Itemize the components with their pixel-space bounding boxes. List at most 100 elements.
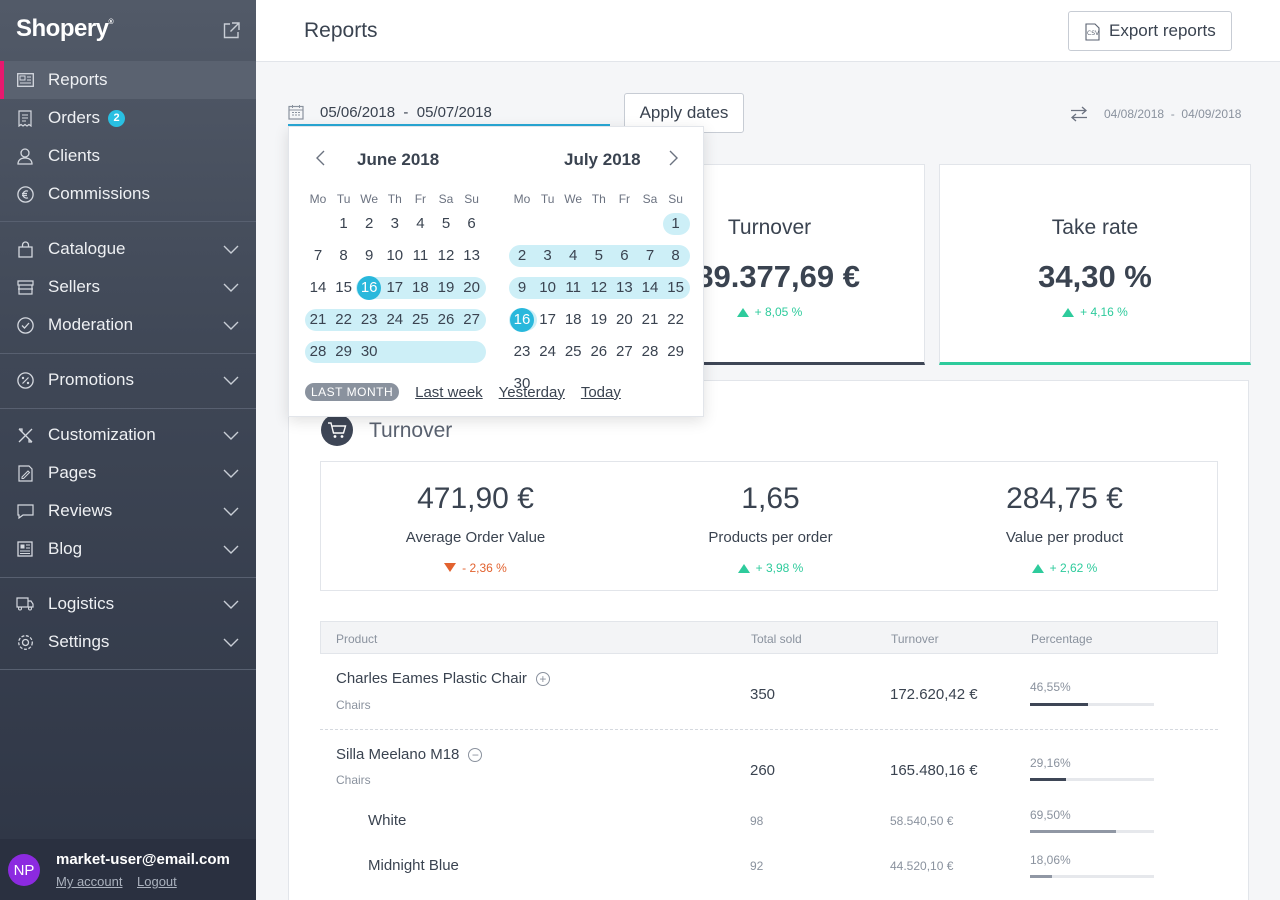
chevron-down-icon[interactable] xyxy=(222,371,240,389)
calendar-day[interactable]: 1 xyxy=(671,215,680,232)
collapse-icon[interactable]: − xyxy=(468,747,483,762)
calendar-day[interactable]: 14 xyxy=(641,279,659,296)
calendar-day[interactable]: 24 xyxy=(386,311,404,328)
calendar-day[interactable]: 27 xyxy=(463,311,480,328)
chevron-down-icon[interactable] xyxy=(222,595,240,613)
chevron-down-icon[interactable] xyxy=(222,316,240,334)
chevron-down-icon[interactable] xyxy=(222,502,240,520)
calendar-day[interactable]: 25 xyxy=(564,343,582,360)
sidebar-item-moderation[interactable]: Moderation xyxy=(0,306,256,344)
sidebar-item-customization[interactable]: Customization xyxy=(0,416,256,454)
calendar-day[interactable]: 7 xyxy=(645,247,655,264)
sidebar-item-blog[interactable]: Blog xyxy=(0,530,256,568)
calendar-day[interactable]: 22 xyxy=(667,311,684,328)
sidebar-item-settings[interactable]: Settings xyxy=(0,623,256,661)
compare-range[interactable]: 04/08/2018 - 04/09/2018 xyxy=(1070,104,1241,124)
calendar-day[interactable]: 23 xyxy=(513,343,531,360)
calendar-day-selected[interactable]: 16 xyxy=(510,308,534,332)
sidebar-item-commissions[interactable]: Commissions xyxy=(0,175,256,213)
calendar-day[interactable]: 24 xyxy=(539,343,556,360)
calendar-day[interactable]: 5 xyxy=(441,215,451,232)
calendar-day[interactable]: 30 xyxy=(513,375,531,392)
calendar-day[interactable]: 9 xyxy=(365,247,374,264)
sidebar-item-logistics[interactable]: Logistics xyxy=(0,585,256,623)
chevron-down-icon[interactable] xyxy=(222,278,240,296)
sidebar-item-reports[interactable]: Reports xyxy=(0,61,256,99)
calendar-day[interactable]: 7 xyxy=(313,247,323,264)
sidebar-item-pages[interactable]: Pages xyxy=(0,454,256,492)
sidebar-item-clients[interactable]: Clients xyxy=(0,137,256,175)
quick-range-today[interactable]: Today xyxy=(580,383,621,401)
chevron-down-icon[interactable] xyxy=(222,426,240,444)
sidebar-item-reviews[interactable]: Reviews xyxy=(0,492,256,530)
table-subrow[interactable]: White 98 58.540,50 € 69,50% xyxy=(320,806,1218,851)
calendar-day[interactable]: 30 xyxy=(360,343,378,360)
chevron-right-icon[interactable] xyxy=(665,149,681,167)
sidebar-item-sellers[interactable]: Sellers xyxy=(0,268,256,306)
quick-range-yesterday[interactable]: Yesterday xyxy=(498,383,565,401)
calendar-day[interactable]: 11 xyxy=(565,279,581,296)
calendar-day[interactable]: 12 xyxy=(437,247,455,264)
calendar-day[interactable]: 21 xyxy=(309,311,327,328)
calendar-day[interactable]: 28 xyxy=(641,343,659,360)
avatar[interactable]: NP xyxy=(8,854,40,886)
export-reports-button[interactable]: CSV Export reports xyxy=(1068,11,1232,51)
calendar-day[interactable]: 27 xyxy=(616,343,633,360)
calendar-day[interactable]: 12 xyxy=(590,279,608,296)
calendar-day[interactable]: 10 xyxy=(539,279,556,296)
calendar-day[interactable]: 10 xyxy=(386,247,404,264)
calendar-day[interactable]: 18 xyxy=(564,311,582,328)
quick-range-last-month[interactable]: LAST MONTH xyxy=(305,383,400,401)
calendar-day[interactable]: 15 xyxy=(335,279,352,296)
calendar-day[interactable]: 4 xyxy=(569,247,578,264)
calendar-day[interactable]: 11 xyxy=(412,247,429,264)
calendar-day[interactable]: 23 xyxy=(360,311,378,328)
calendar-day[interactable]: 8 xyxy=(339,247,348,264)
logout-link[interactable]: Logout xyxy=(137,874,177,889)
calendar-day[interactable]: 17 xyxy=(386,279,404,296)
date-range-input[interactable]: 05/06/2018 - 05/07/2018 xyxy=(288,96,610,126)
sidebar-item-promotions[interactable]: Promotions xyxy=(0,361,256,399)
calendar-day[interactable]: 3 xyxy=(543,247,552,264)
calendar-day[interactable]: 6 xyxy=(620,247,629,264)
my-account-link[interactable]: My account xyxy=(56,874,123,889)
calendar-day[interactable]: 13 xyxy=(463,247,480,264)
calendar-day[interactable]: 2 xyxy=(365,215,374,232)
calendar-day[interactable]: 6 xyxy=(467,215,476,232)
chevron-down-icon[interactable] xyxy=(222,633,240,651)
calendar-day[interactable]: 2 xyxy=(517,247,527,264)
calendar-day[interactable]: 18 xyxy=(412,279,429,296)
chevron-down-icon[interactable] xyxy=(222,464,240,482)
calendar-day[interactable]: 29 xyxy=(667,343,684,360)
calendar-day[interactable]: 26 xyxy=(437,311,455,328)
chevron-left-icon[interactable] xyxy=(313,149,329,167)
table-subrow[interactable]: Midnight Blue 92 44.520,10 € 18,06% xyxy=(320,851,1218,896)
sidebar-item-orders[interactable]: Orders 2 xyxy=(0,99,256,137)
calendar-day[interactable]: 28 xyxy=(309,343,327,360)
column-header-percentage[interactable]: Percentage xyxy=(1031,632,1093,646)
calendar-day[interactable]: 17 xyxy=(539,311,556,328)
calendar-day[interactable]: 3 xyxy=(390,215,399,232)
table-row[interactable]: Silla Meelano M18− Chairs 260 165.480,16… xyxy=(320,730,1218,806)
calendar-day[interactable]: 4 xyxy=(416,215,425,232)
calendar-day[interactable]: 22 xyxy=(335,311,352,328)
calendar-day[interactable]: 20 xyxy=(463,279,480,296)
column-header-turnover[interactable]: Turnover xyxy=(891,632,939,646)
calendar-day[interactable]: 26 xyxy=(590,343,608,360)
calendar-day[interactable]: 8 xyxy=(671,247,680,264)
calendar-day[interactable]: 21 xyxy=(641,311,659,328)
calendar-day[interactable]: 14 xyxy=(309,279,327,296)
column-header-total-sold[interactable]: Total sold xyxy=(751,632,802,646)
calendar-day[interactable]: 15 xyxy=(667,279,684,296)
calendar-day[interactable]: 20 xyxy=(616,311,633,328)
calendar-day[interactable]: 1 xyxy=(339,215,348,232)
chevron-down-icon[interactable] xyxy=(222,540,240,558)
chevron-down-icon[interactable] xyxy=(222,240,240,258)
external-link-icon[interactable] xyxy=(223,22,240,39)
quick-range-last-week[interactable]: Last week xyxy=(415,383,483,401)
calendar-day[interactable]: 29 xyxy=(335,343,352,360)
calendar-day[interactable]: 5 xyxy=(594,247,603,264)
sidebar-item-catalogue[interactable]: Catalogue xyxy=(0,230,256,268)
table-row[interactable]: Charles Eames Plastic Chair + Chairs 350 … xyxy=(320,654,1218,730)
calendar-day[interactable]: 19 xyxy=(437,279,455,296)
